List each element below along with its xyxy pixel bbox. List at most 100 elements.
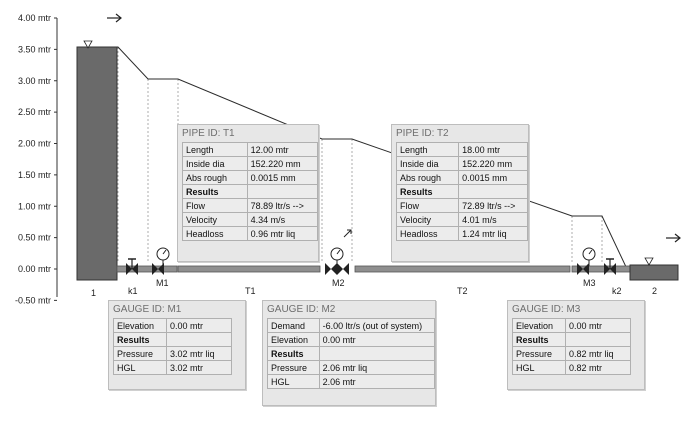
gauge-m2-table: Demand -6.00 ltr/s (out of system) Elevati… <box>267 318 436 389</box>
water-level-icon <box>83 40 93 49</box>
gauge-m1-title: GAUGE ID: M1 <box>113 304 182 315</box>
property-label: Length <box>182 142 248 157</box>
property-value: 2.06 mtr liq <box>318 360 436 375</box>
property-row: Results <box>512 332 631 347</box>
property-value: 0.00 mtr <box>166 318 232 333</box>
gauge-m3-table: Elevation 0.00 mtr Results Pressure 0.82 mtr… <box>512 318 631 375</box>
property-value <box>318 346 436 361</box>
property-label: Length <box>395 142 460 157</box>
results-header: Results <box>267 346 320 361</box>
tank-2[interactable] <box>629 264 679 281</box>
property-row: Pressure 0.82 mtr liq <box>512 346 631 361</box>
property-label: Inside dia <box>182 156 248 171</box>
property-label: Elevation <box>512 318 566 333</box>
pipe-t1-table: Length 12.00 mtr Inside dia 152.220 mm Abs r… <box>182 142 319 241</box>
pressure-gauge-m1-icon[interactable] <box>156 247 170 266</box>
pipe-t2[interactable] <box>354 265 571 273</box>
pipe-t1[interactable] <box>177 265 321 273</box>
property-value: 3.02 mtr <box>166 360 232 375</box>
property-row: Elevation 0.00 mtr <box>113 318 232 333</box>
inflow-arrow-icon <box>107 13 122 23</box>
pipe-stub-left <box>116 265 178 273</box>
property-label: HGL <box>113 360 167 375</box>
property-value: 4.34 m/s <box>246 212 319 227</box>
property-row: HGL 0.82 mtr <box>512 360 631 375</box>
property-value: 152.220 mm <box>458 156 528 171</box>
property-label: Pressure <box>113 346 167 361</box>
property-value: 0.0015 mm <box>246 170 319 185</box>
property-row: Length 12.00 mtr <box>182 142 319 157</box>
property-value: 0.82 mtr <box>565 360 631 375</box>
gauge-m1-table: Elevation 0.00 mtr Results Pressure 3.02 mtr… <box>113 318 232 375</box>
valve-k1-icon[interactable] <box>126 258 138 275</box>
pipe-t2-table: Length 18.00 mtr Inside dia 152.220 mm Abs r… <box>395 142 528 241</box>
property-row: Velocity 4.01 m/s <box>395 212 528 227</box>
property-value: 0.82 mtr liq <box>565 346 631 361</box>
property-label: HGL <box>267 374 320 389</box>
pipe-t2-title: PIPE ID: T2 <box>396 128 449 139</box>
property-value: 1.24 mtr liq <box>458 226 528 241</box>
results-header: Results <box>395 184 460 199</box>
tank-2-label: 2 <box>652 286 657 296</box>
pipe-t1-title: PIPE ID: T1 <box>182 128 235 139</box>
component-labels: 1 k1 M1 T1 M2 T2 M3 k2 2 <box>91 278 657 298</box>
gauge-m3-title: GAUGE ID: M3 <box>512 304 581 315</box>
pressure-gauge-m3-icon[interactable] <box>582 247 596 266</box>
property-row: Demand -6.00 ltr/s (out of system) <box>267 318 436 333</box>
property-label: Headloss <box>395 226 460 241</box>
property-row: Pressure 2.06 mtr liq <box>267 360 436 375</box>
valve-m2-icon[interactable] <box>325 263 349 275</box>
valve-m3-icon[interactable] <box>577 263 589 275</box>
property-value: 0.00 mtr <box>565 318 631 333</box>
property-label: Pressure <box>267 360 320 375</box>
gauge-m2-panel: GAUGE ID: M2 Demand -6.00 ltr/s (out of s… <box>262 300 436 406</box>
gauge-m3-label: M3 <box>583 278 596 288</box>
axis-tick-label: 0.50 mtr <box>18 233 51 243</box>
hydraulic-grade-line <box>77 46 628 270</box>
property-value <box>565 332 631 347</box>
property-label: Demand <box>267 318 320 333</box>
gauge-m2-label: M2 <box>332 278 345 288</box>
property-row: Headloss 0.96 mtr liq <box>182 226 319 241</box>
gauge-m1-label: M1 <box>156 278 169 288</box>
pressure-gauge-m2-icon[interactable] <box>330 247 344 266</box>
property-label: Flow <box>395 198 460 213</box>
property-label: Abs rough <box>182 170 248 185</box>
property-row: Abs rough 0.0015 mm <box>395 170 528 185</box>
property-value: 0.00 mtr <box>318 332 436 347</box>
property-row: Results <box>182 184 319 199</box>
property-label: Elevation <box>113 318 167 333</box>
property-label: Inside dia <box>395 156 460 171</box>
property-row: Results <box>395 184 528 199</box>
pipe-t2-panel: PIPE ID: T2 Length 18.00 mtr Inside dia 152… <box>391 124 529 262</box>
results-header: Results <box>512 332 566 347</box>
property-label: Velocity <box>182 212 248 227</box>
axis-tick-label: 2.50 mtr <box>18 107 51 117</box>
pipe-t1-label: T1 <box>245 286 256 296</box>
gauge-m3-panel: GAUGE ID: M3 Elevation 0.00 mtr Results Pre… <box>507 300 645 390</box>
gauge-m1-panel: GAUGE ID: M1 Elevation 0.00 mtr Results Pre… <box>108 300 246 390</box>
valve-k1-label: k1 <box>128 286 138 296</box>
results-header: Results <box>113 332 167 347</box>
property-label: Headloss <box>182 226 248 241</box>
property-row: Results <box>113 332 232 347</box>
tank-1-label: 1 <box>91 288 96 298</box>
property-row: Inside dia 152.220 mm <box>182 156 319 171</box>
valve-k2-icon[interactable] <box>604 258 616 275</box>
property-value: 2.06 mtr <box>318 374 436 389</box>
axis-tick-label: 0.00 mtr <box>18 264 51 274</box>
tank-1[interactable] <box>76 46 118 281</box>
axis-tick-label: 3.50 mtr <box>18 44 51 54</box>
outflow-arrow-icon <box>666 233 681 243</box>
property-value: 4.01 m/s <box>458 212 528 227</box>
property-label: HGL <box>512 360 566 375</box>
property-label: Pressure <box>512 346 566 361</box>
property-row: Velocity 4.34 m/s <box>182 212 319 227</box>
property-value: 78.89 ltr/s --> <box>246 198 319 213</box>
axis-tick-label: -0.50 mtr <box>15 295 51 305</box>
valve-m1-icon[interactable] <box>152 263 164 275</box>
property-value: 0.96 mtr liq <box>246 226 319 241</box>
axis-tick-label: 1.50 mtr <box>18 170 51 180</box>
property-row: Pressure 3.02 mtr liq <box>113 346 232 361</box>
